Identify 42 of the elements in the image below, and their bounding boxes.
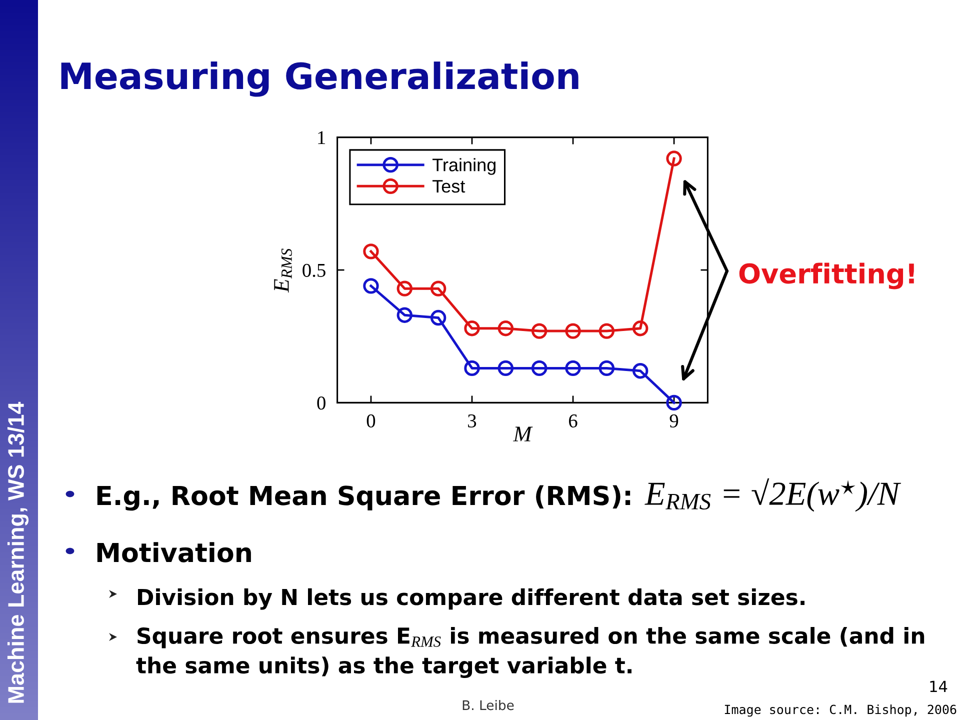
- point: [464, 320, 480, 336]
- text: 14: [930, 680, 948, 692]
- point: [531, 323, 548, 339]
- legend-label: Test: [432, 180, 466, 193]
- text: E$_{RMS}$ = √2E(w$^{⋆}$)/N: [644, 478, 902, 512]
- point: [464, 360, 480, 376]
- point: [598, 360, 615, 376]
- point: [632, 363, 648, 379]
- point: [632, 320, 648, 336]
- point: [498, 360, 514, 376]
- y-axis-title: E$_{RMS}$: [274, 248, 292, 293]
- point: [565, 323, 581, 339]
- text: Division by N lets us compare different data set sizes.: [138, 588, 804, 610]
- point: [666, 150, 682, 166]
- point: [666, 394, 682, 411]
- point: [396, 280, 412, 296]
- x-axis-title: M: [512, 426, 533, 442]
- text: Motivation: [97, 542, 251, 562]
- point: [498, 320, 514, 336]
- x-tick-label: 6: [568, 414, 578, 428]
- text: Machine Learning, WS 13/14: [7, 402, 29, 703]
- point: [565, 360, 581, 376]
- y-tick-label: 0: [317, 396, 326, 410]
- text: Square root ensures E$_{RMS}$ is measured on the same scale (and in the same units) as the target variable t.: [136, 627, 924, 678]
- point: [598, 323, 615, 339]
- point: [430, 310, 446, 326]
- point: [531, 360, 548, 376]
- text: Image source: C.M. Bishop, 2006: [724, 704, 956, 717]
- text: Overfitting!: [739, 262, 914, 290]
- point: [430, 280, 446, 296]
- legend-label: Training: [432, 158, 496, 175]
- point: [396, 307, 412, 323]
- x-tick-label: 3: [468, 414, 476, 428]
- text: B. Leibe: [462, 700, 514, 710]
- text: E.g., Root Mean Square Error (RMS):: [97, 485, 630, 511]
- point: [363, 244, 379, 260]
- chart-title: Measuring Generalization: [61, 62, 578, 97]
- x-tick-label: 9: [670, 414, 678, 428]
- x-tick-label: 0: [366, 414, 376, 428]
- y-tick-label: 0.5: [302, 264, 326, 278]
- y-tick-label: 1: [318, 131, 326, 144]
- point: [363, 278, 379, 294]
